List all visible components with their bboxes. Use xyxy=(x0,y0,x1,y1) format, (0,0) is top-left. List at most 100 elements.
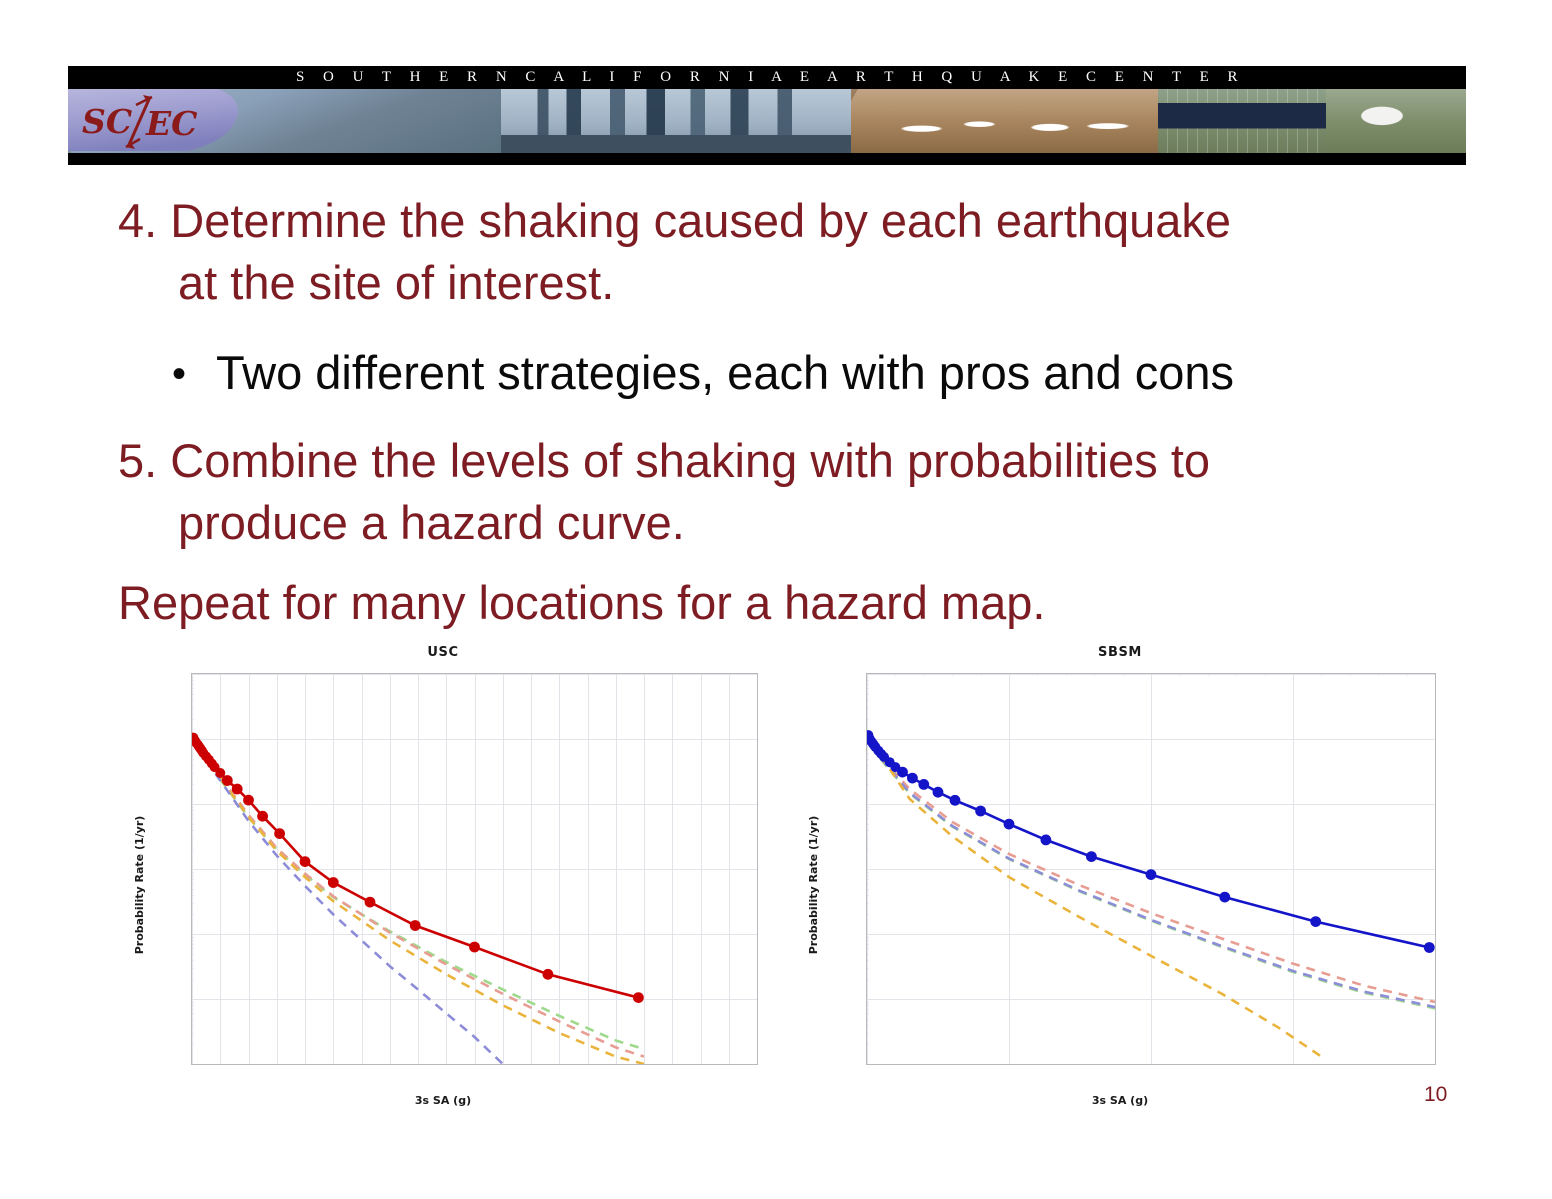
gridline-major-v xyxy=(559,674,561,1064)
data-point-marker xyxy=(231,783,243,795)
gridline-major-v xyxy=(418,674,419,1064)
data-point-marker xyxy=(274,828,285,839)
field-researchers-photo xyxy=(850,89,1173,153)
gridline-major-v xyxy=(220,674,222,1064)
data-point-marker xyxy=(1145,869,1157,880)
gridline-major-v xyxy=(644,674,645,1064)
gridline-major-v xyxy=(502,674,504,1064)
gridline-minor-v xyxy=(1207,674,1209,1064)
gridline-minor-v xyxy=(1349,674,1351,1064)
data-point-marker xyxy=(469,941,480,953)
gridline-major-v xyxy=(276,674,278,1064)
bullet-marker-icon: • xyxy=(172,352,187,396)
gridline-minor-v xyxy=(980,674,982,1064)
data-point-marker xyxy=(542,968,554,980)
data-point-marker xyxy=(918,779,930,790)
data-point-marker xyxy=(1086,851,1097,862)
data-point-marker xyxy=(364,896,376,908)
data-point-marker xyxy=(299,856,311,867)
gridline-major-v xyxy=(446,674,448,1064)
gridline-minor-v xyxy=(1094,674,1096,1064)
gridline-minor-v xyxy=(1236,674,1238,1064)
city-skyline-photo xyxy=(501,89,865,153)
scec-banner: S O U T H E R N C A L I F O R N I A E A … xyxy=(68,66,1466,165)
series-line-total-hazard-usc xyxy=(192,737,639,999)
gridline-major-v xyxy=(361,674,363,1064)
data-point-marker xyxy=(1310,916,1322,927)
y-axis-label-usc: Probability Rate (1/yr) xyxy=(132,815,146,955)
gridline-major-v xyxy=(867,674,868,1064)
gridline-minor-v xyxy=(895,674,897,1064)
gps-monument-photo xyxy=(1326,89,1466,153)
data-point-marker xyxy=(221,775,233,786)
data-point-marker xyxy=(1423,942,1435,953)
gridline-minor-v xyxy=(1378,674,1380,1064)
banner-title-text: S O U T H E R N C A L I F O R N I A E A … xyxy=(295,69,1246,85)
series-line-gmpe-green-dashed xyxy=(219,778,645,1051)
bullet-item: • Two different strategies, each with pro… xyxy=(172,342,1234,404)
gridline-minor-v xyxy=(1179,674,1181,1064)
series-line-gmpe-gold-dashed xyxy=(219,777,645,1064)
gridline-major-v xyxy=(474,674,476,1064)
gridline-major-v xyxy=(531,674,532,1064)
gridline-minor-v xyxy=(1406,674,1408,1064)
chart-title-sbsm: SBSM xyxy=(1098,645,1142,660)
gridline-minor-v xyxy=(1037,674,1039,1064)
gridline-major-v xyxy=(1151,674,1152,1064)
gridline-major-h xyxy=(867,1064,1435,1065)
gridline-minor-v xyxy=(1264,674,1266,1064)
step4-line2: at the site of interest. xyxy=(178,256,615,309)
step5-line2: produce a hazard curve. xyxy=(178,496,685,549)
closing-line: Repeat for many locations for a hazard m… xyxy=(118,576,1046,629)
data-point-marker xyxy=(1219,891,1231,903)
gridline-major-v xyxy=(700,674,702,1064)
gridline-minor-v xyxy=(1122,674,1124,1064)
series-line-gmpe-salmon-dashed xyxy=(880,756,1435,1004)
series-line-gmpe-violet-dashed xyxy=(880,757,1435,1009)
series-line-gmpe-violet-dashed xyxy=(205,760,504,1064)
gridline-major-v xyxy=(192,674,193,1064)
gridline-minor-v xyxy=(923,674,925,1064)
scec-logo: SC EC xyxy=(68,89,238,151)
data-point-marker xyxy=(633,992,644,1003)
gridline-major-v xyxy=(389,674,391,1064)
series-line-gmpe-salmon-dashed xyxy=(219,776,645,1058)
data-point-marker xyxy=(1040,834,1052,846)
gridline-major-v xyxy=(728,674,730,1064)
gridline-minor-v xyxy=(952,674,954,1064)
gridline-minor-v xyxy=(1321,674,1323,1064)
gridline-major-v xyxy=(672,674,674,1064)
x-axis-label-usc: 3s SA (g) xyxy=(414,1094,472,1107)
hazard-curve-chart-usc: USC Probability Rate (1/yr) 3s SA (g) 10… xyxy=(118,645,768,1125)
gridline-major-v xyxy=(757,674,758,1064)
gridline-major-v xyxy=(1293,674,1294,1064)
series-line-gmpe-gold-dashed xyxy=(880,755,1323,1058)
gridline-major-v xyxy=(305,674,306,1064)
step4-line1: 4. Determine the shaking caused by each … xyxy=(118,194,1232,247)
bullet-label: Two different strategies, each with pros… xyxy=(216,346,1235,399)
y-axis-label-sbsm: Probability Rate (1/yr) xyxy=(806,815,820,955)
data-point-marker xyxy=(975,805,986,817)
series-line-gmpe-green-dashed xyxy=(880,758,1435,1010)
gridline-major-v xyxy=(615,674,617,1064)
plot-area-usc: 10010-110-210-310-410-510-600.10.20.30.4… xyxy=(191,673,758,1065)
gridline-major-v xyxy=(1435,674,1436,1064)
data-point-marker xyxy=(243,794,254,806)
step5-line1: 5. Combine the levels of shaking with pr… xyxy=(118,434,1211,487)
series-line-total-hazard-sbsm xyxy=(867,734,1430,949)
x-axis-label-sbsm: 3s SA (g) xyxy=(1091,1094,1149,1107)
data-point-marker xyxy=(215,768,226,778)
data-point-marker xyxy=(897,766,908,778)
gridline-major-h xyxy=(192,1064,757,1065)
data-point-marker xyxy=(1003,818,1015,830)
gridline-major-v xyxy=(248,674,250,1064)
plot-area-sbsm: 10010-110-210-310-410-510-60.000.250.500… xyxy=(866,673,1436,1065)
gridline-major-v xyxy=(587,674,589,1064)
chart-title-usc: USC xyxy=(427,645,459,660)
data-point-marker xyxy=(327,877,339,888)
data-point-marker xyxy=(409,920,421,931)
series-layer xyxy=(867,730,1435,1058)
svg-text:SC: SC xyxy=(82,102,132,141)
gridline-minor-v xyxy=(1065,674,1067,1064)
svg-text:EC: EC xyxy=(145,104,197,143)
